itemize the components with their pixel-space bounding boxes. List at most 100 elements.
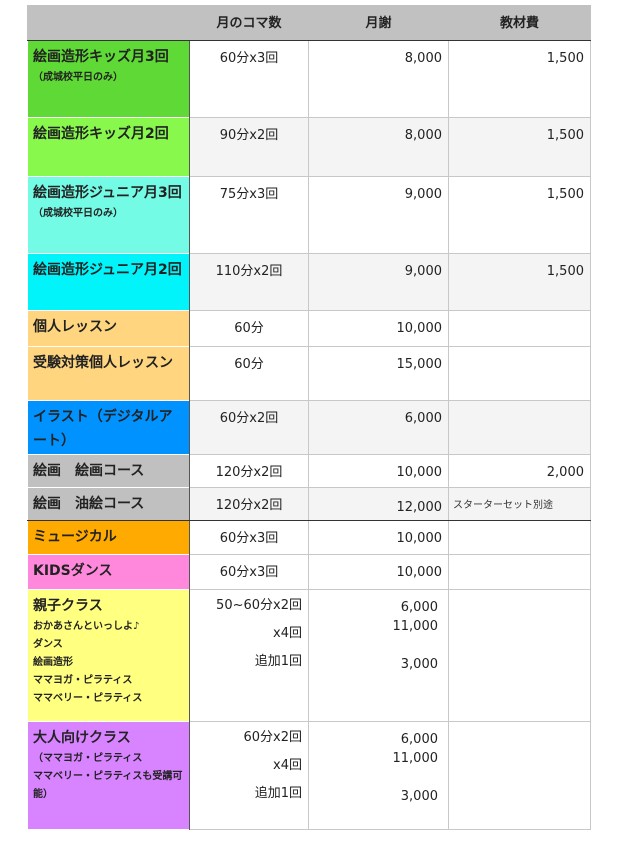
table-row: イラスト（デジタルアート） 60分x2回 6,000 bbox=[27, 400, 591, 455]
fee-cell: 10,000 bbox=[308, 520, 449, 555]
class-name: 絵画造形ジュニア月2回 bbox=[33, 262, 182, 278]
material-cell bbox=[448, 310, 591, 347]
class-name: 大人向けクラス bbox=[33, 730, 131, 746]
table-row: 大人向けクラス （ママヨガ・ピラティスママベリー・ピラティスも受講可能） 60分x2… bbox=[27, 721, 591, 830]
class-name-cell: 絵画造形ジュニア月3回 （成城校平日のみ） bbox=[27, 176, 190, 254]
fee-cell: 10,000 bbox=[308, 310, 449, 347]
fee-line: 6,000 bbox=[400, 600, 438, 615]
class-name: 絵画造形キッズ月2回 bbox=[33, 126, 169, 142]
table-row: KIDSダンス 60分x3回 10,000 bbox=[27, 554, 591, 590]
koma-cell: 110分x2回 bbox=[189, 253, 309, 311]
fee-cell: 15,000 bbox=[308, 346, 449, 401]
class-name: KIDSダンス bbox=[33, 563, 113, 579]
fee-line: 6,000 bbox=[400, 732, 438, 747]
class-name-cell: 絵画造形キッズ月2回 bbox=[27, 117, 190, 177]
header-material: 教材費 bbox=[448, 5, 591, 41]
fee-line bbox=[315, 768, 438, 787]
fee-line: 11,000 bbox=[392, 751, 439, 766]
class-name-cell: ミュージカル bbox=[27, 520, 190, 555]
material-cell bbox=[448, 520, 591, 555]
koma-cell: 60分x2回 bbox=[189, 400, 309, 455]
koma-cell: 60分 bbox=[189, 310, 309, 347]
class-name: ミュージカル bbox=[33, 529, 117, 545]
koma-cell: 60分x3回 bbox=[189, 520, 309, 555]
koma-line: 50~60分x2回 bbox=[216, 598, 302, 613]
class-name-cell: 絵画 油絵コース bbox=[27, 487, 190, 521]
header-fee: 月謝 bbox=[308, 5, 449, 41]
price-table: 月のコマ数 月謝 教材費 絵画造形キッズ月3回 （成城校平日のみ） 60分x3回 8,… bbox=[27, 5, 591, 830]
class-name: 絵画造形キッズ月3回 bbox=[33, 49, 169, 65]
fee-line bbox=[315, 636, 438, 655]
table-row: 絵画造形キッズ月3回 （成城校平日のみ） 60分x3回 8,000 1,500 bbox=[27, 40, 591, 118]
material-cell bbox=[448, 589, 591, 722]
class-subtitle: おかあさんといっしよ♪ bbox=[33, 621, 140, 632]
koma-cell: 60分 bbox=[189, 346, 309, 401]
class-name-cell: 受験対策個人レッスン bbox=[27, 346, 190, 401]
class-name-cell: 親子クラスおかあさんといっしよ♪ ダンス絵画造形ママヨガ・ピラティス ママベリー・ピ… bbox=[27, 589, 190, 722]
class-subtitle: ママベリー・ピラティス bbox=[33, 693, 143, 704]
material-cell: スターターセット別途 bbox=[448, 487, 591, 521]
fee-cell: 6,000 bbox=[308, 400, 449, 455]
table-row: 親子クラスおかあさんといっしよ♪ ダンス絵画造形ママヨガ・ピラティス ママベリー・ピ… bbox=[27, 589, 591, 722]
koma-cell: 90分x2回 bbox=[189, 117, 309, 177]
class-name: イラスト（デジタルアート） bbox=[33, 409, 173, 449]
koma-line: 追加1回 bbox=[254, 786, 302, 801]
koma-cell: 60分x3回 bbox=[189, 40, 309, 118]
class-name: 絵画 絵画コース bbox=[33, 463, 145, 479]
class-name-cell: 絵画 絵画コース bbox=[27, 454, 190, 488]
class-name-cell: 大人向けクラス （ママヨガ・ピラティスママベリー・ピラティスも受講可能） bbox=[27, 721, 190, 830]
class-subtitle: ママベリー・ピラティスも受講可能） bbox=[33, 771, 183, 800]
material-cell: 1,500 bbox=[448, 40, 591, 118]
fee-cell: 8,000 bbox=[308, 40, 449, 118]
class-subtitle: 絵画造形 bbox=[33, 657, 73, 668]
material-cell bbox=[448, 554, 591, 590]
class-subtitle: （ママヨガ・ピラティス bbox=[33, 753, 143, 764]
material-cell: 1,500 bbox=[448, 253, 591, 311]
fee-cell: 9,000 bbox=[308, 253, 449, 311]
koma-line: x4回 bbox=[273, 758, 302, 773]
fee-cell: 10,000 bbox=[308, 554, 449, 590]
class-name-cell: イラスト（デジタルアート） bbox=[27, 400, 190, 455]
table-row: 個人レッスン 60分 10,000 bbox=[27, 310, 591, 347]
class-subtitle: （成城校平日のみ） bbox=[33, 208, 123, 219]
fee-cell: 10,000 bbox=[308, 454, 449, 488]
class-name: 個人レッスン bbox=[33, 319, 117, 335]
table-row: 絵画 油絵コース 120分x2回 12,000 スターターセット別途 bbox=[27, 487, 591, 521]
class-name-cell: 個人レッスン bbox=[27, 310, 190, 347]
table-row: 絵画造形ジュニア月2回 110分x2回 9,000 1,500 bbox=[27, 253, 591, 311]
header-koma: 月のコマ数 bbox=[189, 5, 309, 41]
fee-cell: 8,000 bbox=[308, 117, 449, 177]
koma-cell: 120分x2回 bbox=[189, 487, 309, 521]
koma-cell: 60分x3回 bbox=[189, 554, 309, 590]
koma-line: x4回 bbox=[273, 626, 302, 641]
table-row: 絵画造形ジュニア月3回 （成城校平日のみ） 75分x3回 9,000 1,500 bbox=[27, 176, 591, 254]
material-cell bbox=[448, 721, 591, 830]
class-name: 受験対策個人レッスン bbox=[33, 355, 173, 371]
fee-line: 11,000 bbox=[392, 619, 439, 634]
table-row: 絵画造形キッズ月2回 90分x2回 8,000 1,500 bbox=[27, 117, 591, 177]
material-cell: 1,500 bbox=[448, 117, 591, 177]
fee-cell: 12,000 bbox=[308, 487, 449, 521]
class-subtitle: ママヨガ・ピラティス bbox=[33, 675, 133, 686]
material-cell bbox=[448, 400, 591, 455]
fee-cell: 9,000 bbox=[308, 176, 449, 254]
material-cell: 1,500 bbox=[448, 176, 591, 254]
class-name: 親子クラス bbox=[33, 598, 103, 614]
fee-line: 3,000 bbox=[400, 657, 438, 672]
table-row: ミュージカル 60分x3回 10,000 bbox=[27, 520, 591, 555]
fee-line: 3,000 bbox=[400, 789, 438, 804]
class-subtitle: ダンス bbox=[33, 639, 63, 650]
header-row: 月のコマ数 月謝 教材費 bbox=[27, 5, 591, 41]
class-name-cell: 絵画造形ジュニア月2回 bbox=[27, 253, 190, 311]
koma-cell: 75分x3回 bbox=[189, 176, 309, 254]
table-row: 絵画 絵画コース 120分x2回 10,000 2,000 bbox=[27, 454, 591, 488]
class-name-cell: KIDSダンス bbox=[27, 554, 190, 590]
koma-line: 60分x2回 bbox=[243, 730, 302, 745]
header-blank bbox=[27, 5, 190, 41]
class-name-cell: 絵画造形キッズ月3回 （成城校平日のみ） bbox=[27, 40, 190, 118]
material-cell: 2,000 bbox=[448, 454, 591, 488]
class-name: 絵画 油絵コース bbox=[33, 496, 145, 512]
table-row: 受験対策個人レッスン 60分 15,000 bbox=[27, 346, 591, 401]
material-cell bbox=[448, 346, 591, 401]
koma-line: 追加1回 bbox=[254, 654, 302, 669]
